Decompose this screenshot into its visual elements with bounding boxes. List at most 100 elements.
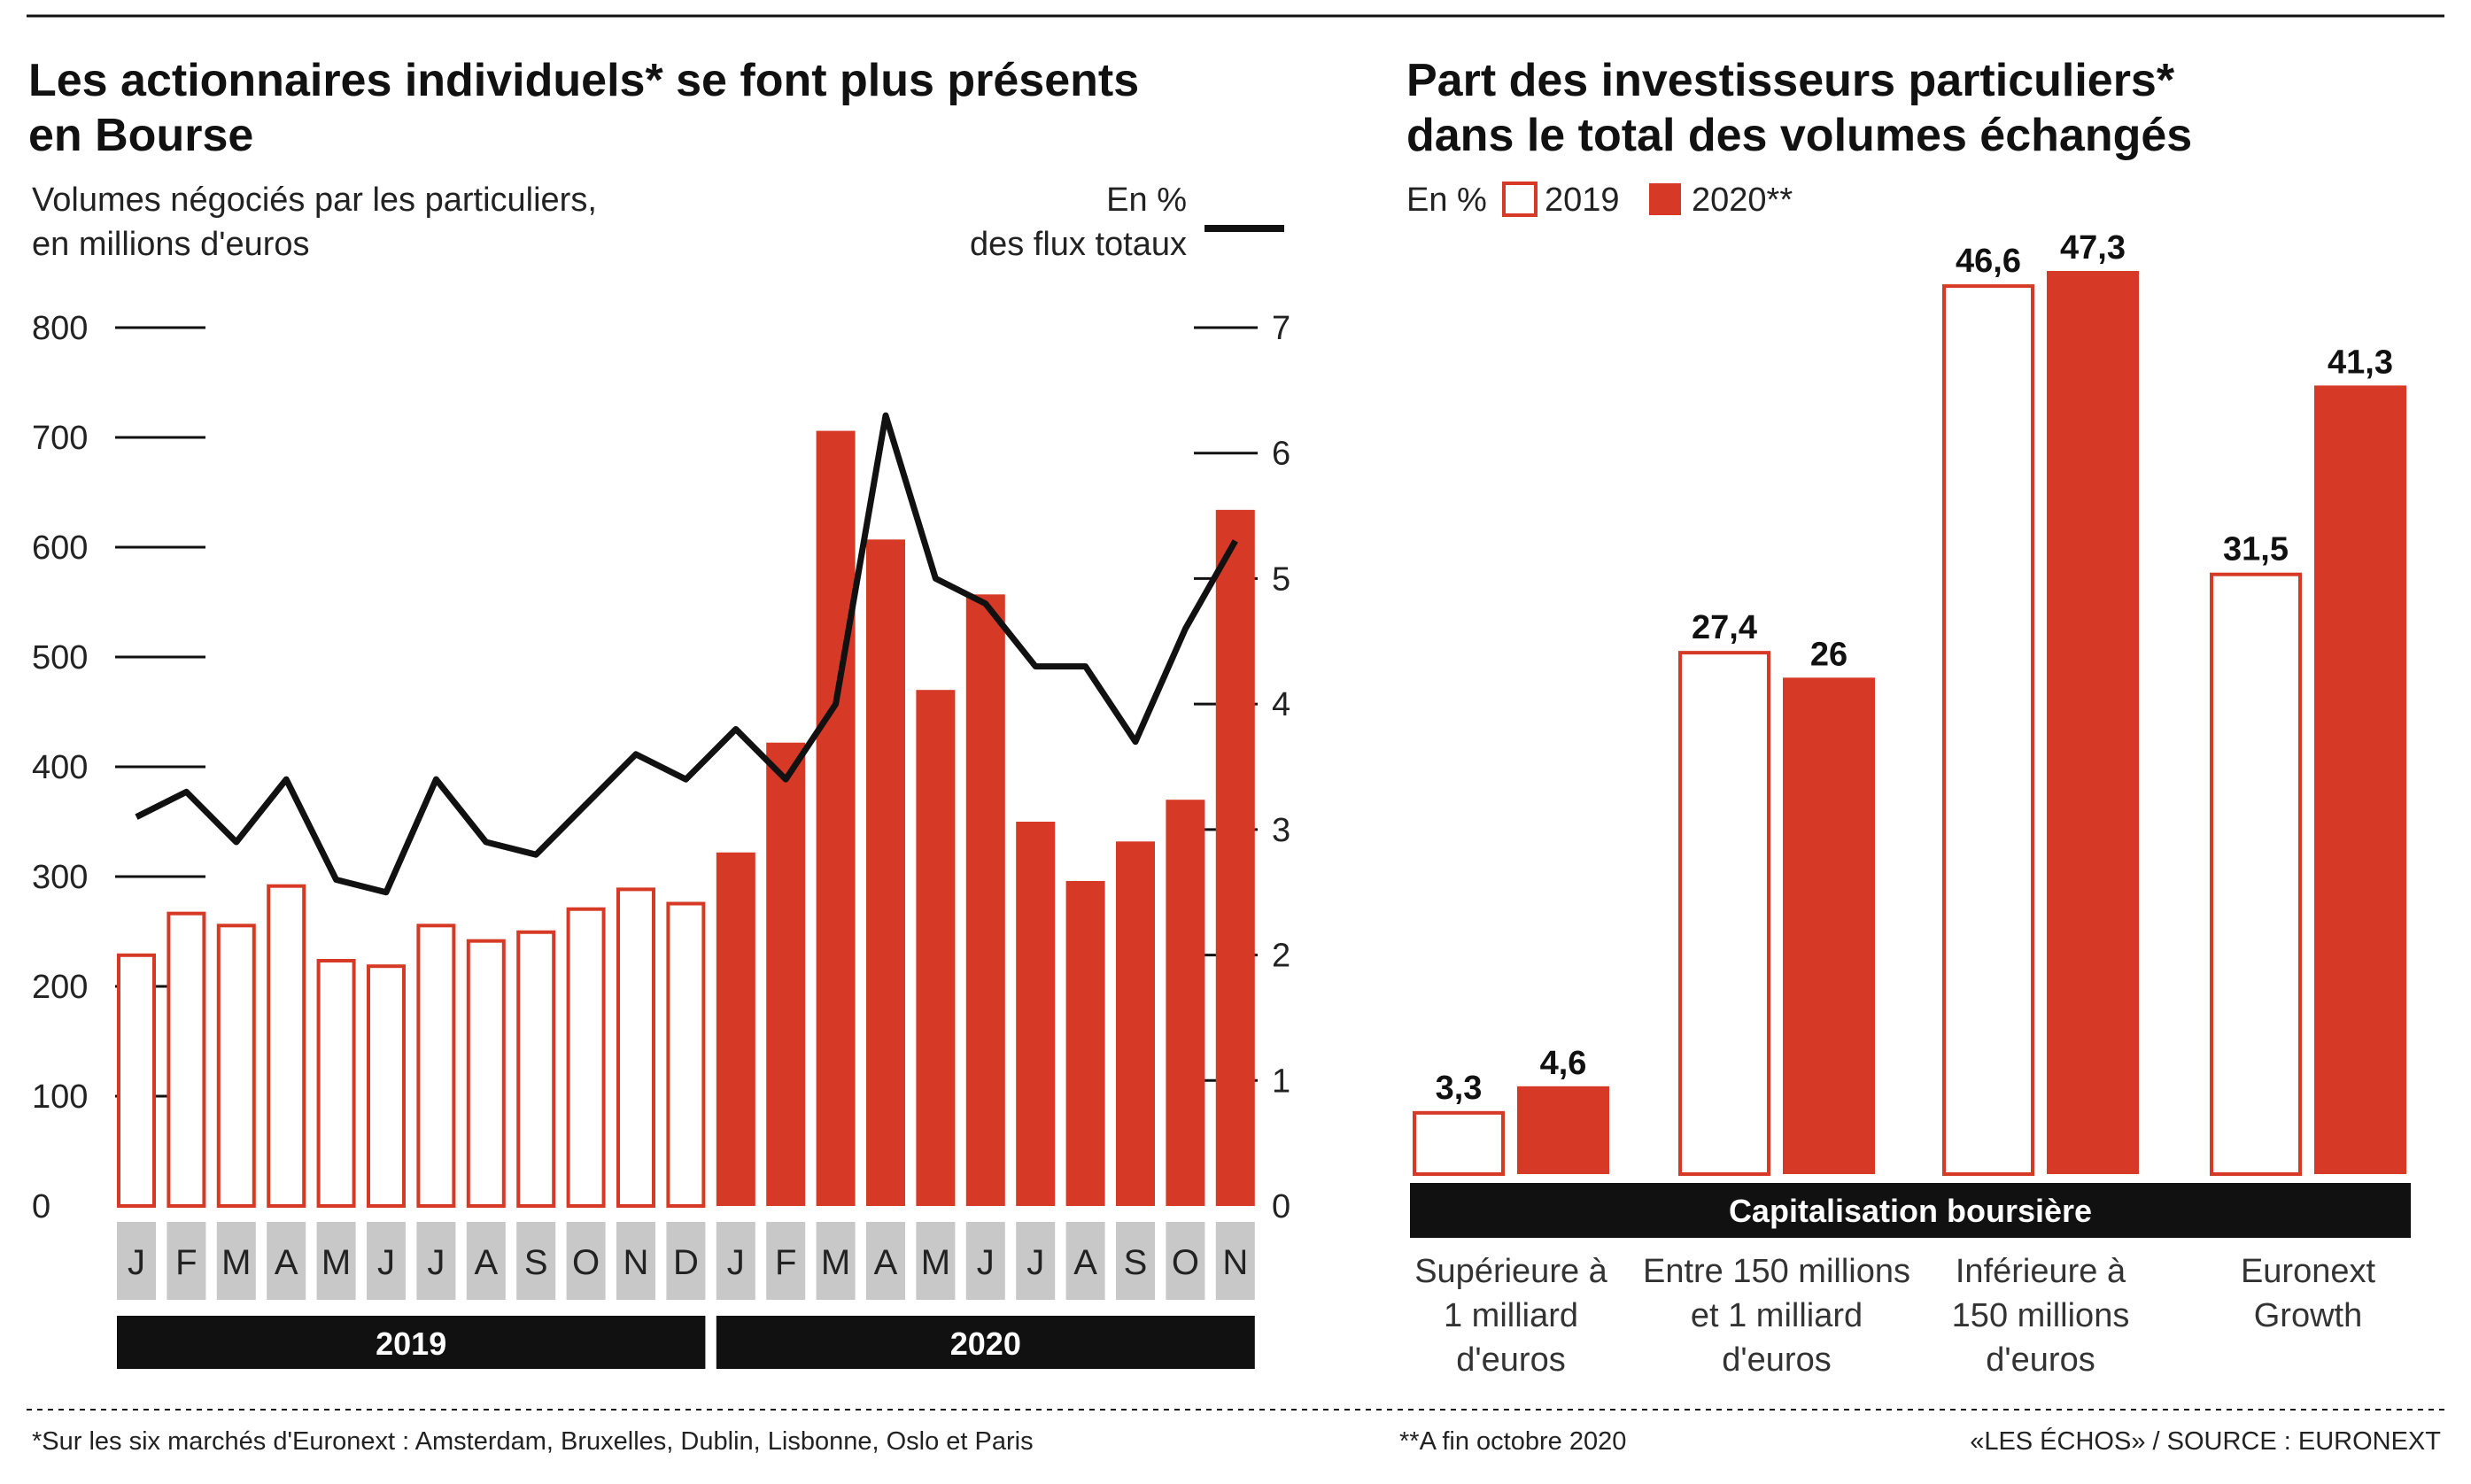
legend-2020-swatch <box>1649 183 1681 215</box>
month-cell <box>816 1222 856 1300</box>
volume-bar <box>716 852 755 1206</box>
left-axis-tick-label: 400 <box>32 749 88 786</box>
share-bar-2020 <box>2314 385 2406 1174</box>
right-axis-unit-line2: des flux totaux <box>970 226 1187 263</box>
volume-bar <box>566 907 606 1208</box>
category-label: d'euros <box>1456 1341 1565 1379</box>
month-label: A <box>1073 1243 1097 1282</box>
right-axis-unit-line1: En % <box>1106 182 1187 219</box>
month-label: J <box>727 1243 745 1282</box>
month-cell <box>666 1222 706 1300</box>
month-label: A <box>275 1243 298 1282</box>
category-label: d'euros <box>1986 1341 2095 1379</box>
value-label-2019: 31,5 <box>2223 531 2289 568</box>
month-label: N <box>1222 1243 1248 1282</box>
legend-2019-swatch <box>1502 182 1538 217</box>
month-cell <box>316 1222 356 1300</box>
year-band <box>117 1316 706 1369</box>
category-label: Supérieure à <box>1414 1253 1607 1290</box>
year-band-label: 2019 <box>376 1326 446 1362</box>
month-cell <box>1215 1222 1255 1300</box>
left-axis-tick-label: 700 <box>32 420 88 457</box>
month-cell <box>566 1222 606 1300</box>
category-label: Growth <box>2254 1297 2362 1334</box>
left-title-line2: en Bourse <box>28 110 253 161</box>
volume-bar <box>516 930 556 1208</box>
month-cell <box>416 1222 456 1300</box>
left-axis-tick-label: 300 <box>32 859 88 896</box>
right-title-line2: dans le total des volumes échangés <box>1406 110 2192 161</box>
volume-bar <box>367 964 406 1208</box>
right-axis-tick-label: 3 <box>1272 812 1290 849</box>
month-cell <box>367 1222 406 1300</box>
legend-2019-label: 2019 <box>1545 182 1620 219</box>
volume-bar <box>666 901 706 1209</box>
month-label: D <box>673 1243 699 1282</box>
share-bar-2020 <box>1517 1086 1609 1174</box>
year-band <box>716 1316 1255 1369</box>
left-axis-tick-label: 100 <box>32 1078 88 1116</box>
share-bar-2019 <box>1942 284 2034 1176</box>
volume-bar <box>766 742 806 1206</box>
month-label: S <box>524 1243 548 1282</box>
month-cell <box>716 1222 755 1300</box>
volume-bar <box>866 539 905 1206</box>
volume-bar <box>1116 841 1155 1206</box>
left-subtitle-line1: Volumes négociés par les particuliers, <box>32 182 597 219</box>
month-label: M <box>221 1243 251 1282</box>
month-label: J <box>377 1243 395 1282</box>
value-label-2019: 46,6 <box>1956 243 2021 280</box>
value-label-2020: 47,3 <box>2060 229 2126 267</box>
left-title-line1: Les actionnaires individuels* se font pl… <box>28 55 1139 106</box>
month-cell <box>117 1222 156 1300</box>
value-label-2019: 27,4 <box>1692 609 1757 646</box>
left-axis-tick-label: 600 <box>32 529 88 567</box>
category-label: Inférieure à <box>1956 1253 2126 1290</box>
value-label-2020: 41,3 <box>2328 344 2393 381</box>
share-bar-2019 <box>2210 572 2302 1176</box>
volume-bar <box>916 690 956 1206</box>
month-cell <box>1016 1222 1056 1300</box>
volume-bar <box>1065 880 1105 1206</box>
month-label: J <box>1026 1243 1044 1282</box>
volume-bar <box>466 939 506 1209</box>
month-cell <box>965 1222 1005 1300</box>
volume-bar <box>316 959 356 1208</box>
month-label: M <box>921 1243 950 1282</box>
category-label: Entre 150 millions <box>1643 1253 1910 1290</box>
volume-bar <box>1166 800 1205 1206</box>
month-label: N <box>624 1243 649 1282</box>
month-label: S <box>1124 1243 1148 1282</box>
right-axis-tick-label: 7 <box>1272 310 1290 347</box>
right-axis-tick-label: 4 <box>1272 686 1290 723</box>
share-bar-2020 <box>2047 271 2139 1174</box>
month-label: M <box>321 1243 351 1282</box>
capitalisation-band <box>1410 1183 2411 1238</box>
category-label: et 1 milliard <box>1691 1297 1863 1334</box>
footnote-2: **A fin octobre 2020 <box>1399 1427 1626 1456</box>
month-label: O <box>1172 1243 1199 1282</box>
month-cell <box>616 1222 655 1300</box>
month-cell <box>866 1222 905 1300</box>
month-label: A <box>474 1243 498 1282</box>
left-axis-tick-label: 500 <box>32 639 88 676</box>
category-label: 1 milliard <box>1444 1297 1578 1334</box>
legend-2020-label: 2020** <box>1692 182 1793 219</box>
month-cell <box>466 1222 506 1300</box>
source-credit: «LES ÉCHOS» / SOURCE : EURONEXT <box>1970 1426 2441 1456</box>
month-label: F <box>775 1243 796 1282</box>
volume-bar <box>416 924 456 1208</box>
category-label: Euronext <box>2241 1253 2376 1290</box>
month-cell <box>216 1222 256 1300</box>
right-chart: 3,3 4,6 Supérieure à 1 milliard d'euros 27,4 2… <box>1413 229 2406 1379</box>
right-axis-tick-label: 0 <box>1272 1188 1290 1225</box>
right-axis-tick-label: 2 <box>1272 938 1290 975</box>
volume-bar <box>167 911 206 1209</box>
month-label: A <box>874 1243 898 1282</box>
volume-bar <box>216 924 256 1208</box>
left-axis-tick-label: 0 <box>32 1188 50 1225</box>
volume-bar <box>267 884 306 1208</box>
month-label: J <box>427 1243 445 1282</box>
